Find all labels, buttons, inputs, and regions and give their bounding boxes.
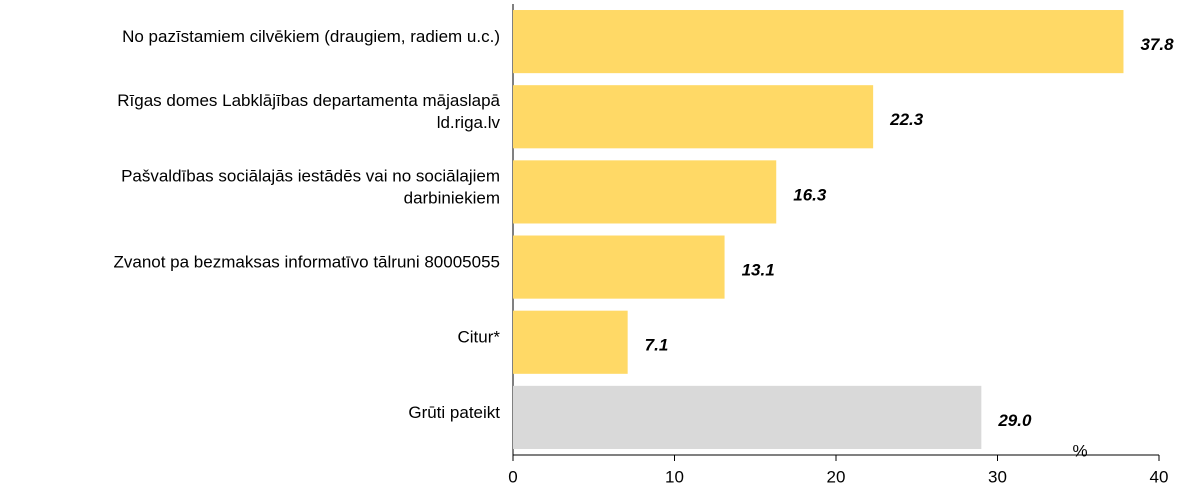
- value-label: 22.3: [889, 110, 924, 129]
- value-label: 37.8: [1140, 35, 1174, 54]
- x-axis-label: %: [1072, 441, 1087, 460]
- bar: [513, 385, 982, 449]
- y-tick-label: No pazīstamiem cilvēkiem (draugiem, radi…: [122, 27, 500, 46]
- x-tick-label: 20: [827, 467, 846, 486]
- y-tick-label: darbiniekiem: [404, 188, 500, 207]
- y-tick-label: Grūti pateikt: [408, 403, 500, 422]
- y-tick-label: Rīgas domes Labklājības departamenta māj…: [117, 91, 500, 110]
- x-tick-label: 0: [508, 467, 517, 486]
- value-label: 13.1: [742, 261, 775, 280]
- bar: [513, 235, 725, 299]
- bar: [513, 85, 874, 149]
- value-label: 7.1: [645, 336, 669, 355]
- bar: [513, 160, 777, 224]
- bar: [513, 310, 628, 374]
- x-tick-label: 10: [665, 467, 684, 486]
- x-tick-label: 40: [1150, 467, 1169, 486]
- y-tick-label: Citur*: [457, 328, 500, 347]
- y-tick-label: ld.riga.lv: [437, 113, 501, 132]
- bar: [513, 10, 1124, 74]
- x-tick-label: 30: [988, 467, 1007, 486]
- y-tick-label: Zvanot pa bezmaksas informatīvo tālruni …: [113, 253, 500, 272]
- y-tick-label: Pašvaldības sociālajās iestādēs vai no s…: [121, 166, 500, 185]
- value-label: 29.0: [997, 411, 1032, 430]
- value-label: 16.3: [793, 185, 827, 204]
